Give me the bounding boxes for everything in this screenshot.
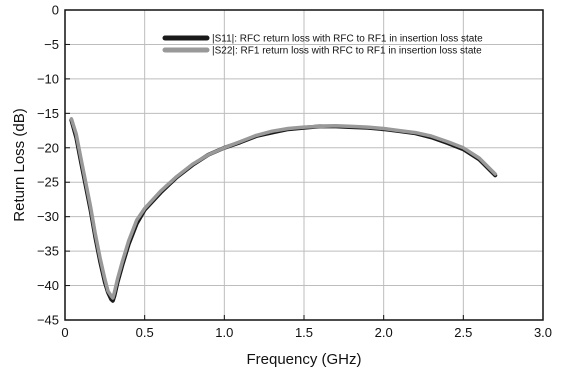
x-tick-label: 0.5 xyxy=(136,325,154,340)
y-tick-label: −30 xyxy=(37,209,59,224)
y-tick-label: −20 xyxy=(37,140,59,155)
x-tick-label: 2.0 xyxy=(375,325,393,340)
y-tick-label: −35 xyxy=(37,244,59,259)
y-axis-title: Return Loss (dB) xyxy=(11,108,28,221)
y-tick-label: −5 xyxy=(44,37,59,52)
x-tick-label: 1.5 xyxy=(295,325,313,340)
legend-label-s22: |S22|: RF1 return loss with RFC to RF1 i… xyxy=(212,46,482,57)
axis-ticks: 0 0.5 1.0 1.5 2.0 2.5 3.0 0 −5 −10 −15 −20 −25 −30 −35… xyxy=(37,3,552,341)
y-tick-label: −40 xyxy=(37,278,59,293)
x-axis-title: Frequency (GHz) xyxy=(246,351,361,368)
y-tick-label: −45 xyxy=(37,313,59,328)
x-tick-label: 0 xyxy=(61,325,68,340)
x-tick-label: 3.0 xyxy=(534,325,552,340)
series-layer xyxy=(69,117,498,303)
y-tick-label: 0 xyxy=(52,3,59,18)
series-s11-line xyxy=(69,118,498,303)
y-tick-label: −25 xyxy=(37,175,59,190)
x-tick-label: 2.5 xyxy=(454,325,472,340)
legend-label-s11: |S11|: RFC return loss with RFC to RF1 i… xyxy=(212,34,483,45)
x-tick-label: 1.0 xyxy=(215,325,233,340)
legend: |S11|: RFC return loss with RFC to RF1 i… xyxy=(162,34,483,57)
y-tick-label: −15 xyxy=(37,106,59,121)
series-s22-line xyxy=(69,117,497,300)
y-tick-label: −10 xyxy=(37,71,59,86)
grid xyxy=(65,10,543,320)
